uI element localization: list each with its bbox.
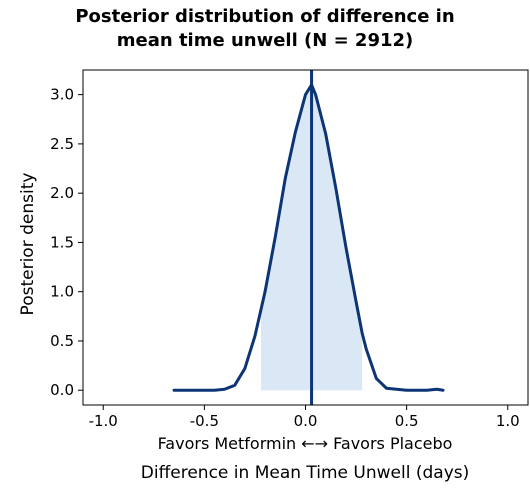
x-tick-label: -1.0 — [89, 412, 118, 430]
x-axis-direction-label: Favors Metformin ←→ Favors Placebo — [157, 434, 453, 453]
y-tick-label: 1.5 — [50, 233, 74, 251]
y-tick-label: 0.0 — [50, 381, 74, 399]
x-tick-label: 0.5 — [395, 412, 419, 430]
y-tick-label: 2.5 — [50, 135, 74, 153]
y-tick-label: 1.0 — [50, 283, 74, 301]
x-axis-label: Difference in Mean Time Unwell (days) — [140, 463, 470, 483]
chart-title-line-1: Posterior distribution of difference in — [75, 6, 455, 27]
x-tick-label: 0.0 — [294, 412, 318, 430]
y-tick-label: 2.0 — [50, 184, 74, 202]
y-tick-label: 3.0 — [50, 86, 74, 104]
y-axis-label: Posterior density — [18, 172, 38, 316]
x-tick-label: 1.0 — [496, 412, 520, 430]
y-tick-label: 0.5 — [50, 332, 74, 350]
x-tick-label: -0.5 — [190, 412, 219, 430]
chart-title-line-2: mean time unwell (N = 2912) — [116, 30, 414, 51]
